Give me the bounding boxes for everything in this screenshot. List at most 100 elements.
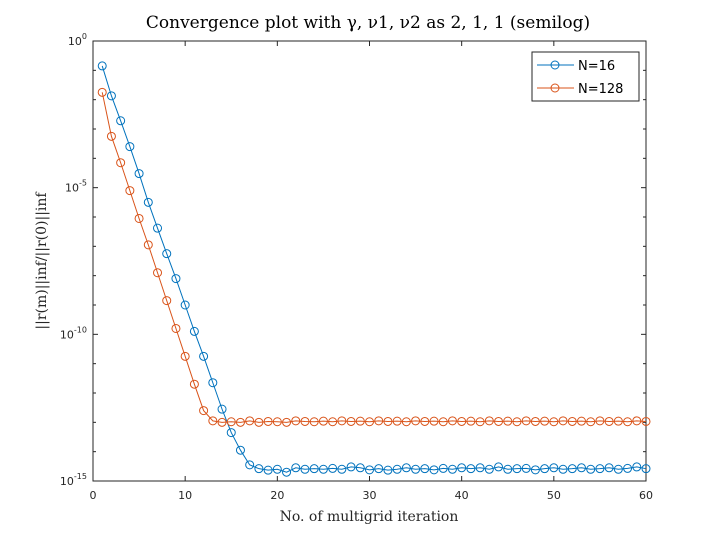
series-1-point-11	[199, 406, 209, 416]
series-1-point-25	[328, 417, 338, 427]
series-1-point-16	[245, 416, 255, 426]
series-0-point-42	[484, 464, 494, 474]
series-0-point-16	[245, 460, 255, 470]
series-1-point-13	[217, 417, 227, 427]
series-0-point-0	[97, 61, 107, 71]
x-tick-label-4: 40	[455, 489, 469, 502]
series-1-point-40	[466, 416, 476, 426]
series-1-point-45	[512, 417, 522, 427]
series-1-point-51	[567, 416, 577, 426]
series-0-point-52	[576, 463, 586, 473]
series-1-point-50	[558, 416, 568, 426]
series-1-point-42	[484, 416, 494, 426]
x-tick-label-3: 30	[363, 489, 377, 502]
series-1-point-49	[549, 417, 559, 427]
series-0-point-22	[300, 464, 310, 474]
series-0-point-51	[567, 464, 577, 474]
legend-marker-n16	[550, 60, 560, 70]
series-1-point-39	[457, 416, 467, 426]
series-1-point-37	[438, 417, 448, 427]
series-1-point-19	[272, 417, 282, 427]
series-1-point-34	[411, 416, 421, 426]
series-1-point-23	[309, 417, 319, 427]
series-1-point-4	[134, 213, 144, 223]
series-0-point-25	[328, 463, 338, 473]
series-0-point-2	[116, 116, 126, 126]
series-0-point-6	[153, 223, 163, 233]
series-0-point-48	[540, 464, 550, 474]
series-1-point-26	[337, 416, 347, 426]
series-1-point-3	[125, 186, 135, 196]
series-0-point-53	[586, 464, 596, 474]
x-tick-label-6: 60	[639, 489, 653, 502]
series-1-point-36	[429, 416, 439, 426]
x-axis-label: No. of multigrid iteration	[280, 509, 459, 525]
series-0-point-28	[355, 463, 365, 473]
legend-marker-n128	[550, 83, 560, 93]
series-0-point-33	[401, 463, 411, 473]
plot-area	[92, 40, 647, 482]
series-0-point-9	[180, 300, 190, 310]
series-0-point-47	[530, 465, 540, 475]
series-1-point-48	[540, 416, 550, 426]
series-0-point-26	[337, 464, 347, 474]
series-0-point-40	[466, 464, 476, 474]
series-0-point-19	[272, 464, 282, 474]
series-1-point-6	[153, 268, 163, 278]
series-layer	[97, 61, 651, 477]
series-1-point-1	[106, 131, 116, 141]
series-1-point-29	[365, 417, 374, 427]
series-0-point-1	[106, 91, 116, 101]
series-0-point-58	[632, 462, 642, 472]
series-1-point-15	[235, 417, 245, 427]
y-tick-label-1: 10-5	[65, 179, 87, 195]
legend: N=16 N=128	[531, 51, 640, 102]
series-1-point-57	[623, 417, 633, 427]
legend-box	[531, 51, 640, 102]
series-1-point-46	[521, 416, 531, 426]
series-0-point-38	[447, 464, 457, 474]
series-0-point-50	[558, 464, 568, 474]
series-0-point-3	[125, 142, 135, 152]
series-1-point-31	[383, 416, 393, 426]
series-0-point-45	[512, 464, 522, 474]
series-1-point-2	[116, 158, 126, 168]
series-0-point-57	[623, 463, 633, 473]
y-tick-label-2: 10-10	[60, 325, 87, 341]
series-1-point-56	[613, 416, 623, 426]
series-0-point-32	[392, 464, 402, 474]
series-0-point-7	[162, 249, 172, 259]
series-0-point-34	[411, 464, 421, 474]
series-0-point-39	[457, 463, 467, 473]
chart-title: Convergence plot with γ, ν1, ν2 as 2, 1,…	[146, 13, 590, 33]
series-0-point-35	[420, 464, 430, 474]
y-tick-label-0: 100	[68, 32, 87, 48]
series-1-point-0	[97, 87, 107, 97]
series-1-point-38	[447, 416, 457, 426]
series-1-point-54	[595, 416, 605, 426]
series-1-point-55	[604, 416, 614, 426]
x-tick-label-1: 10	[178, 489, 192, 502]
series-1-point-9	[180, 351, 190, 361]
series-0-point-8	[171, 274, 181, 284]
series-line-0	[101, 65, 647, 473]
series-1-point-27	[346, 416, 356, 426]
series-0-point-56	[613, 464, 623, 474]
series-0-point-21	[291, 463, 301, 473]
axis-ticks: 0 10 20 30 40 50 60 100 10-5 10-10 10-15	[60, 32, 653, 502]
series-1-point-22	[300, 416, 310, 426]
series-0-point-59	[641, 464, 651, 474]
series-1-point-44	[503, 416, 513, 426]
series-1-point-8	[171, 323, 181, 333]
series-1-point-12	[208, 416, 218, 426]
series-0-point-4	[134, 169, 144, 179]
series-0-point-49	[549, 463, 559, 473]
series-1-point-35	[420, 416, 430, 426]
legend-label-n128: N=128	[578, 82, 623, 97]
series-0-point-46	[521, 463, 531, 473]
series-0-point-15	[235, 445, 245, 455]
series-0-point-31	[383, 465, 393, 475]
series-0-point-41	[475, 463, 485, 473]
series-1-point-53	[586, 417, 596, 427]
